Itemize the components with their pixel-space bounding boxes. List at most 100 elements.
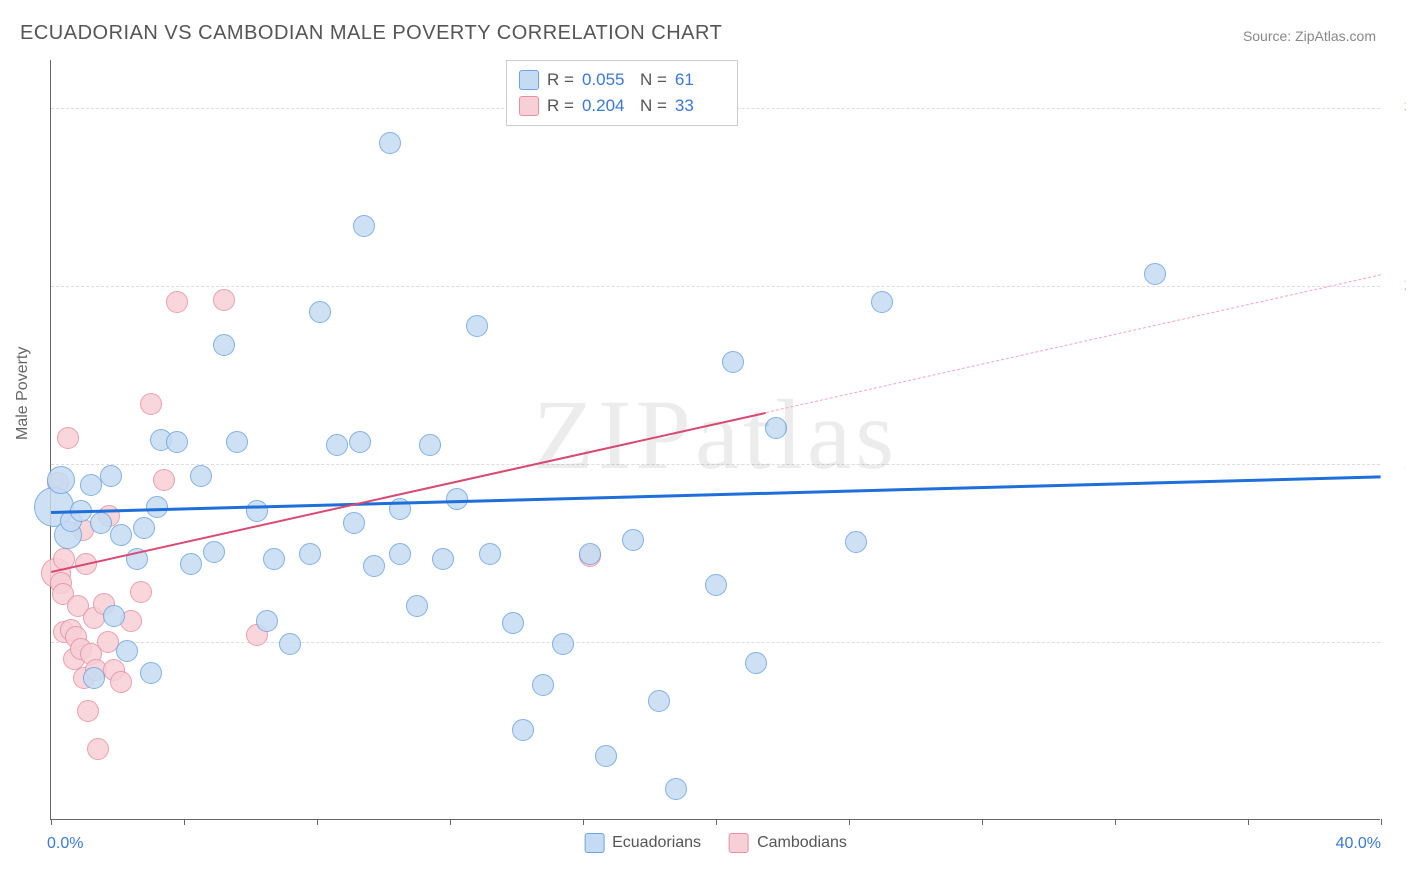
r-value-ecuadorians: 0.055 — [582, 67, 632, 93]
scatter-plot-area: ZIPatlas R = 0.055 N = 61 R = 0.204 N = … — [50, 60, 1380, 820]
data-point-ecuadorian — [595, 745, 617, 767]
x-tick — [450, 819, 451, 825]
data-point-ecuadorian — [532, 674, 554, 696]
data-point-ecuadorian — [140, 662, 162, 684]
data-point-ecuadorian — [47, 466, 75, 494]
data-point-ecuadorian — [389, 543, 411, 565]
swatch-ecuadorians — [584, 833, 604, 853]
data-point-cambodian — [166, 291, 188, 313]
data-point-ecuadorian — [1144, 263, 1166, 285]
data-point-ecuadorian — [100, 465, 122, 487]
data-point-ecuadorian — [203, 541, 225, 563]
legend-label-cambodians: Cambodians — [757, 834, 847, 852]
data-point-ecuadorian — [166, 431, 188, 453]
data-point-ecuadorian — [466, 315, 488, 337]
legend-item-cambodians: Cambodians — [729, 833, 847, 853]
data-point-ecuadorian — [190, 465, 212, 487]
legend-item-ecuadorians: Ecuadorians — [584, 833, 701, 853]
data-point-ecuadorian — [502, 612, 524, 634]
x-tick-label: 40.0% — [1336, 835, 1381, 853]
data-point-cambodian — [140, 393, 162, 415]
data-point-ecuadorian — [110, 524, 132, 546]
data-point-ecuadorian — [406, 595, 428, 617]
data-point-cambodian — [153, 469, 175, 491]
data-point-ecuadorian — [379, 132, 401, 154]
data-point-ecuadorian — [326, 434, 348, 456]
x-tick — [317, 819, 318, 825]
data-point-cambodian — [130, 581, 152, 603]
data-point-ecuadorian — [263, 548, 285, 570]
data-point-ecuadorian — [90, 512, 112, 534]
data-point-ecuadorian — [765, 417, 787, 439]
x-tick — [849, 819, 850, 825]
x-tick — [51, 819, 52, 825]
data-point-ecuadorian — [103, 605, 125, 627]
n-label: N = — [640, 93, 667, 119]
data-point-cambodian — [213, 289, 235, 311]
data-point-ecuadorian — [665, 778, 687, 800]
y-axis-label: Male Poverty — [14, 347, 32, 440]
x-tick — [1248, 819, 1249, 825]
swatch-cambodians — [519, 96, 539, 116]
data-point-ecuadorian — [309, 301, 331, 323]
data-point-ecuadorian — [479, 543, 501, 565]
data-point-ecuadorian — [419, 434, 441, 456]
data-point-ecuadorian — [116, 640, 138, 662]
data-point-ecuadorian — [552, 633, 574, 655]
x-tick — [184, 819, 185, 825]
x-tick — [583, 819, 584, 825]
y-tick-label: 22.5% — [1390, 277, 1406, 295]
data-point-cambodian — [110, 671, 132, 693]
source-attribution: Source: ZipAtlas.com — [1243, 28, 1376, 44]
legend-label-ecuadorians: Ecuadorians — [612, 834, 701, 852]
trend-line — [766, 274, 1381, 413]
data-point-cambodian — [57, 427, 79, 449]
correlation-stats-legend: R = 0.055 N = 61 R = 0.204 N = 33 — [506, 60, 738, 126]
data-point-ecuadorian — [83, 667, 105, 689]
data-point-ecuadorian — [722, 351, 744, 373]
x-tick — [716, 819, 717, 825]
data-point-ecuadorian — [133, 517, 155, 539]
source-prefix: Source: — [1243, 28, 1295, 44]
data-point-ecuadorian — [349, 431, 371, 453]
data-point-ecuadorian — [871, 291, 893, 313]
x-tick-label: 0.0% — [47, 835, 83, 853]
n-value-ecuadorians: 61 — [675, 67, 725, 93]
data-point-ecuadorian — [432, 548, 454, 570]
data-point-cambodian — [97, 631, 119, 653]
x-tick — [1115, 819, 1116, 825]
data-point-ecuadorian — [256, 610, 278, 632]
data-point-ecuadorian — [648, 690, 670, 712]
data-point-ecuadorian — [363, 555, 385, 577]
n-value-cambodians: 33 — [675, 93, 725, 119]
data-point-ecuadorian — [80, 474, 102, 496]
stats-row-cambodians: R = 0.204 N = 33 — [519, 93, 725, 119]
data-point-ecuadorian — [705, 574, 727, 596]
x-tick — [1381, 819, 1382, 825]
data-point-ecuadorian — [845, 531, 867, 553]
trend-line — [51, 476, 1381, 515]
data-point-ecuadorian — [146, 496, 168, 518]
y-tick-label: 7.5% — [1390, 633, 1406, 651]
data-point-ecuadorian — [343, 512, 365, 534]
data-point-ecuadorian — [226, 431, 248, 453]
data-point-ecuadorian — [745, 652, 767, 674]
data-point-ecuadorian — [353, 215, 375, 237]
data-point-ecuadorian — [622, 529, 644, 551]
data-point-cambodian — [87, 738, 109, 760]
r-label: R = — [547, 67, 574, 93]
gridline-h — [51, 286, 1380, 287]
data-point-ecuadorian — [213, 334, 235, 356]
data-point-cambodian — [77, 700, 99, 722]
data-point-ecuadorian — [299, 543, 321, 565]
chart-title: ECUADORIAN VS CAMBODIAN MALE POVERTY COR… — [20, 22, 722, 45]
source-link[interactable]: ZipAtlas.com — [1295, 28, 1376, 44]
stats-row-ecuadorians: R = 0.055 N = 61 — [519, 67, 725, 93]
data-point-ecuadorian — [579, 543, 601, 565]
y-tick-label: 15.0% — [1390, 455, 1406, 473]
data-point-ecuadorian — [279, 633, 301, 655]
data-point-ecuadorian — [180, 553, 202, 575]
data-point-ecuadorian — [512, 719, 534, 741]
n-label: N = — [640, 67, 667, 93]
gridline-h — [51, 464, 1380, 465]
